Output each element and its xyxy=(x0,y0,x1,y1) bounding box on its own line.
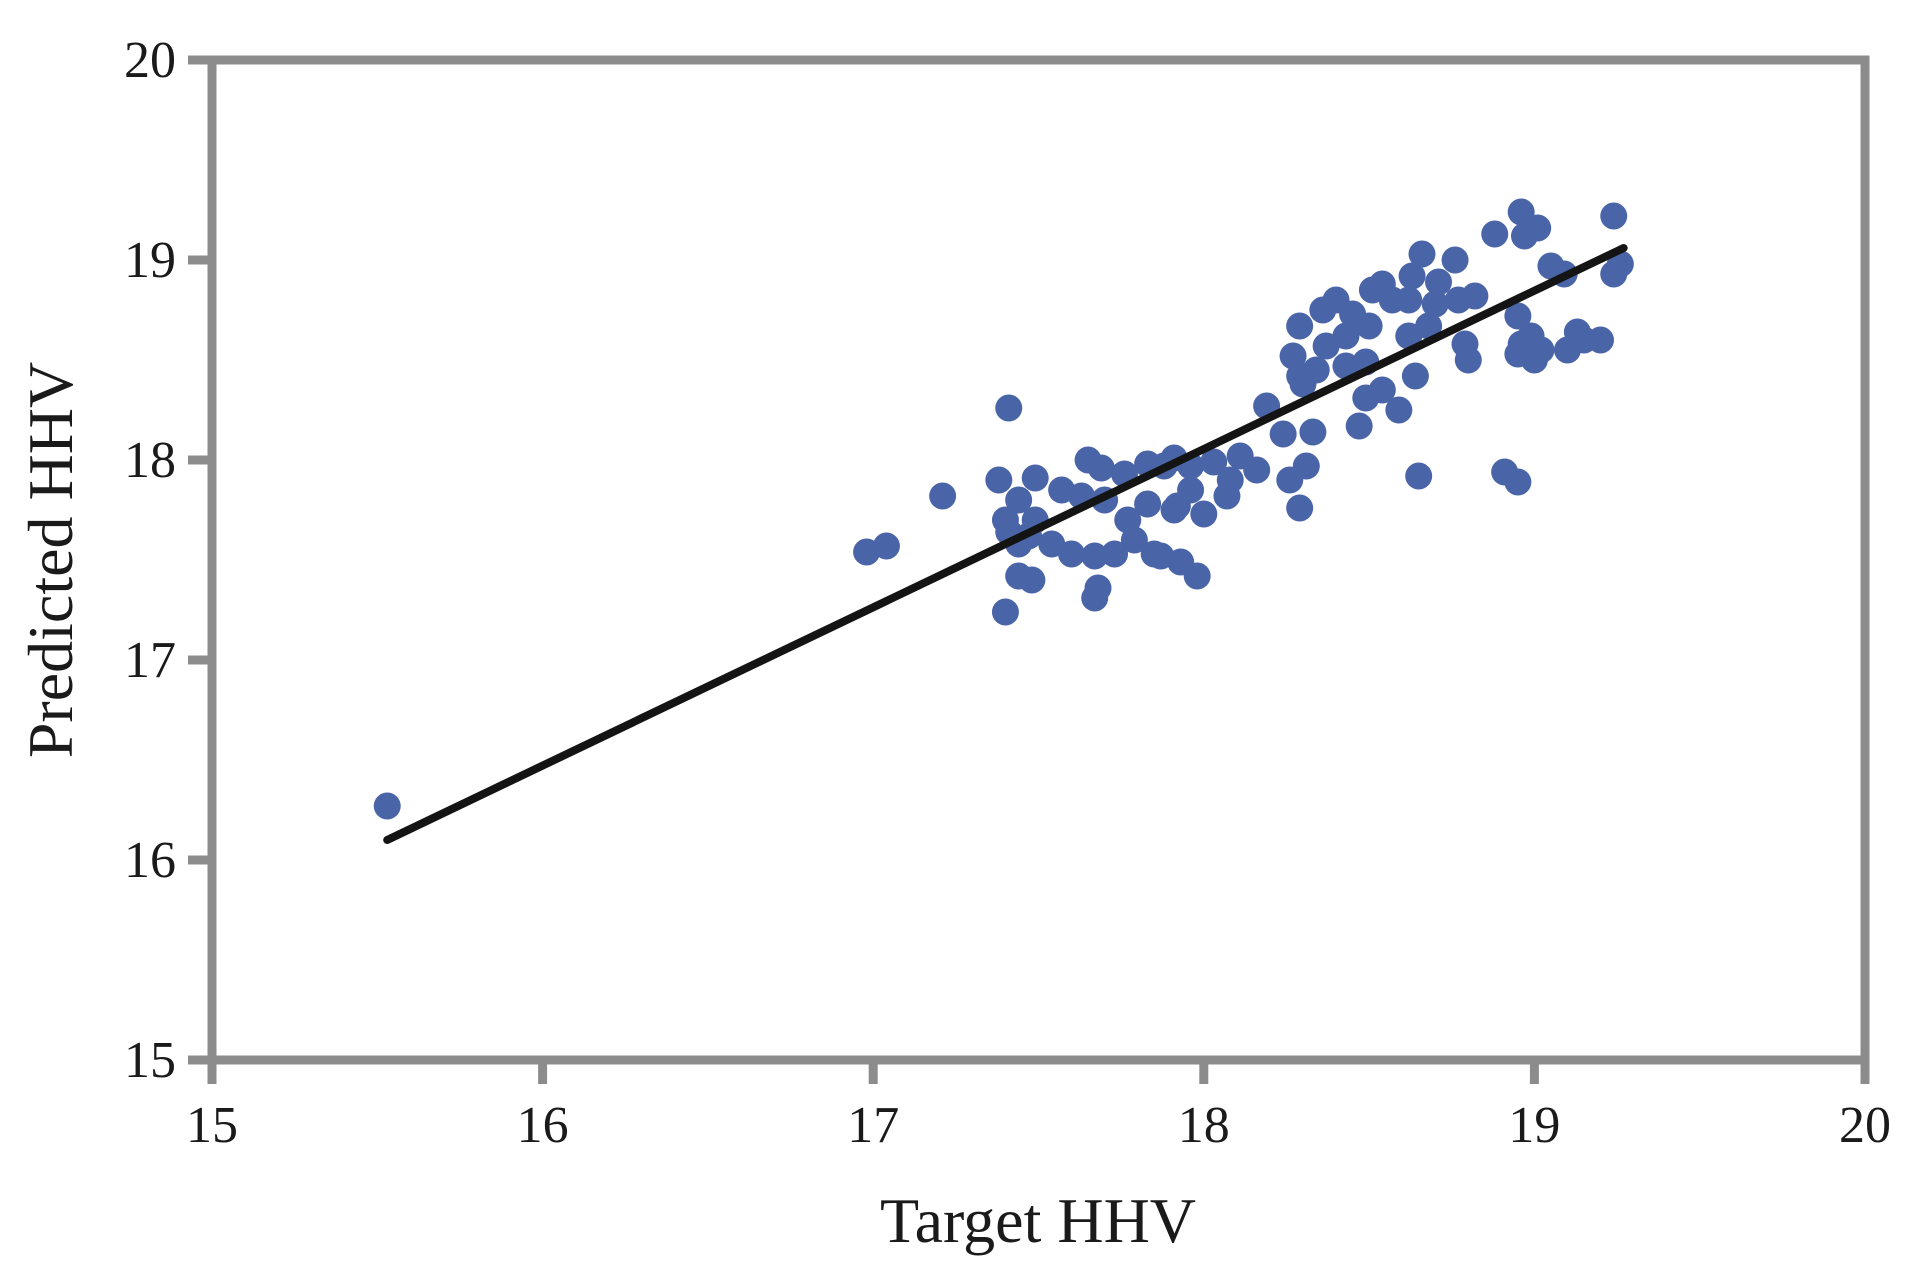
x-axis-title: Target HHV xyxy=(880,1185,1196,1256)
data-point xyxy=(1081,584,1109,612)
data-point xyxy=(1395,322,1423,350)
data-point xyxy=(1163,492,1191,520)
y-tick-label: 16 xyxy=(124,832,176,889)
data-point xyxy=(991,598,1019,626)
data-point xyxy=(1524,214,1552,242)
data-point xyxy=(985,466,1013,494)
data-point xyxy=(1101,540,1129,568)
x-tick-label: 20 xyxy=(1839,1097,1891,1154)
data-point xyxy=(1461,282,1489,310)
data-point xyxy=(1286,312,1314,340)
data-point xyxy=(1286,494,1314,522)
fit-line xyxy=(383,244,1628,844)
data-point xyxy=(1167,548,1195,576)
data-point xyxy=(1504,302,1532,330)
data-point xyxy=(1120,526,1148,554)
x-tick-label: 18 xyxy=(1178,1097,1230,1154)
data-point xyxy=(1299,418,1327,446)
data-point xyxy=(872,532,900,560)
data-point xyxy=(1190,500,1218,528)
y-tick-label: 18 xyxy=(124,432,176,489)
data-point xyxy=(1269,420,1297,448)
data-point xyxy=(1312,332,1340,360)
y-tick-label: 15 xyxy=(124,1032,176,1089)
y-tick-label: 19 xyxy=(124,232,176,289)
y-tick-label: 20 xyxy=(124,32,176,89)
data-point xyxy=(1600,260,1628,288)
data-point xyxy=(929,482,957,510)
data-point xyxy=(1520,346,1548,374)
data-point xyxy=(995,394,1023,422)
y-tick-label: 17 xyxy=(124,632,176,689)
data-point xyxy=(1243,456,1271,484)
data-point xyxy=(373,792,401,820)
data-point xyxy=(1401,362,1429,390)
data-point xyxy=(1087,454,1115,482)
data-point xyxy=(1385,396,1413,424)
data-point xyxy=(1425,268,1453,296)
data-point xyxy=(1005,486,1033,514)
plot-border xyxy=(207,55,1870,1065)
axis-ticks: 15 16 17 18 19 20 15 16 17 18 19 20 xyxy=(124,32,1891,1154)
data-point xyxy=(1276,466,1304,494)
data-point xyxy=(1355,312,1383,340)
data-point xyxy=(1058,540,1086,568)
y-axis-title: Predicted HHV xyxy=(15,362,86,758)
data-point xyxy=(1553,336,1581,364)
data-point xyxy=(1408,240,1436,268)
data-point xyxy=(1454,346,1482,374)
data-point xyxy=(1600,202,1628,230)
data-point xyxy=(1081,542,1109,570)
data-point xyxy=(1302,356,1330,384)
x-tick-label: 16 xyxy=(517,1097,569,1154)
data-point xyxy=(1441,246,1469,274)
data-point xyxy=(1134,490,1162,518)
data-point xyxy=(1368,376,1396,404)
x-tick-label: 17 xyxy=(847,1097,899,1154)
data-point xyxy=(1213,482,1241,510)
data-point xyxy=(1395,286,1423,314)
data-point xyxy=(1504,468,1532,496)
x-tick-label: 19 xyxy=(1508,1097,1560,1154)
data-point xyxy=(1200,448,1228,476)
x-tick-label: 15 xyxy=(186,1097,238,1154)
data-point xyxy=(1481,220,1509,248)
plot-frame xyxy=(207,55,1870,1065)
data-point xyxy=(1405,462,1433,490)
scatter-points xyxy=(373,198,1634,820)
data-point xyxy=(1018,566,1046,594)
data-point xyxy=(1398,262,1426,290)
data-point xyxy=(1421,290,1449,318)
regression-line xyxy=(383,244,1628,844)
data-point xyxy=(1345,412,1373,440)
data-point xyxy=(1587,326,1615,354)
data-point xyxy=(1021,464,1049,492)
